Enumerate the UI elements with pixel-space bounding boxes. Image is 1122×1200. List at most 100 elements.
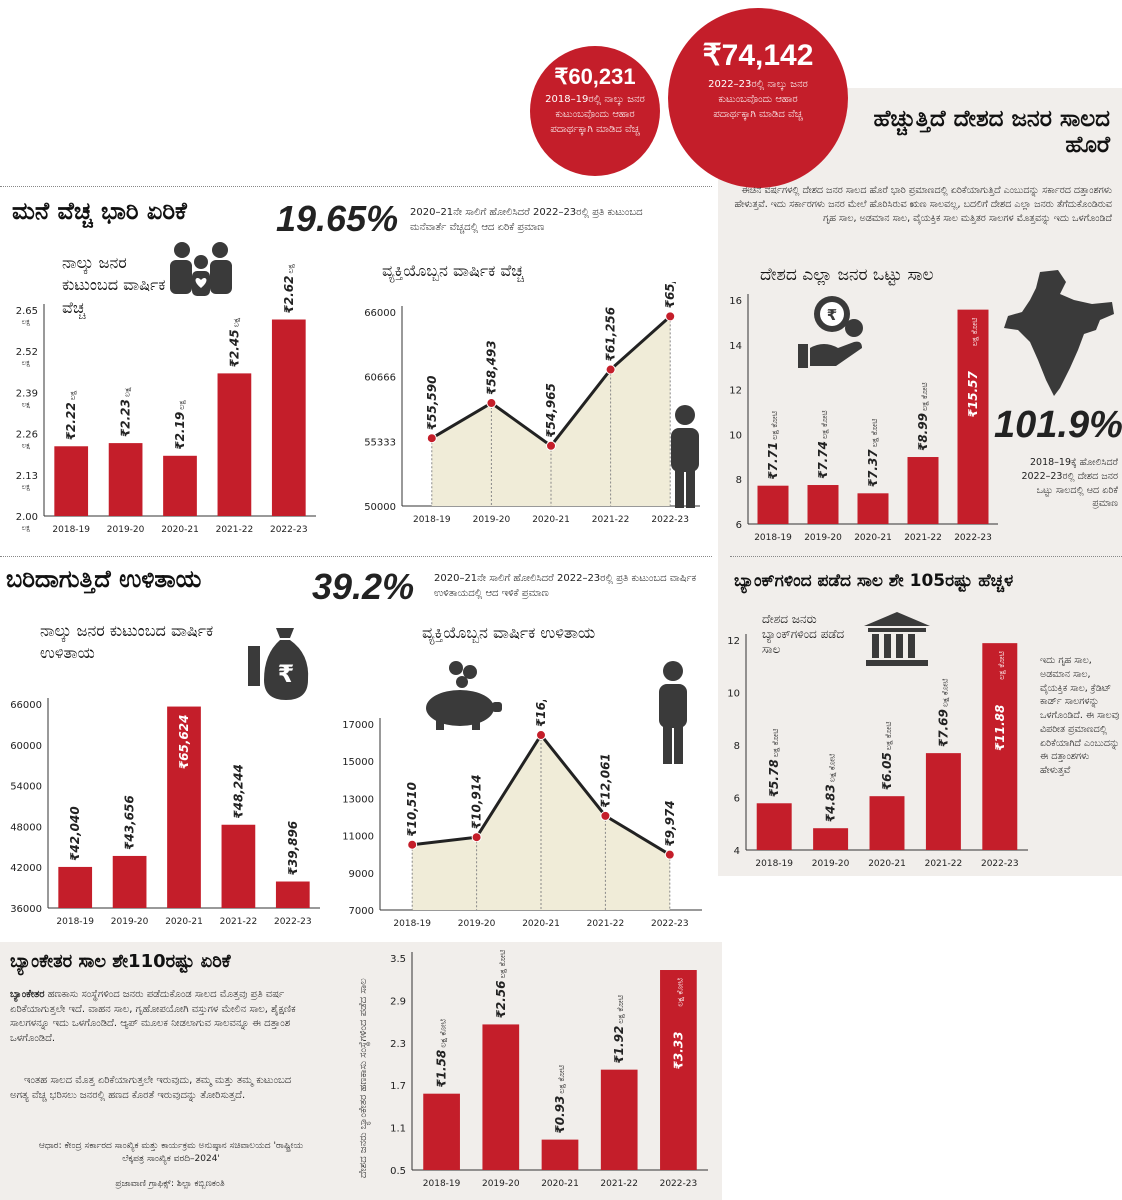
bank-building-icon [864, 612, 930, 666]
money-bag-icon: ₹ [248, 628, 309, 700]
bar [275, 881, 310, 908]
y-tick-label: 17000 [342, 720, 374, 731]
bar [756, 803, 792, 850]
data-label: ₹7.69 [936, 709, 950, 747]
data-point [605, 364, 616, 375]
y-tick-label: 2.26 [16, 430, 38, 441]
nonbank-source: ಆಧಾರ: ಕೇಂದ್ರ ಸರ್ಕಾರದ ಸಾಂಖ್ಯಿಕ ಮತ್ತು ಕಾರ್… [38, 1141, 304, 1165]
y-tick-label: 7000 [349, 906, 374, 917]
data-label: ₹10,510 [405, 782, 419, 837]
x-tick-label: 2022-23 [954, 533, 992, 543]
nonbank-p1: ಹಣಕಾಸು ಸಂಸ್ಥೆಗಳಿಂದ ಜನರು ಪಡೆದುಕೊಂಡ ಸಾಲದ ಮ… [10, 989, 296, 1044]
x-tick-label: 2020-21 [868, 859, 906, 869]
bar [957, 309, 989, 524]
bar [112, 855, 147, 908]
circle-value: ₹60,231 [554, 64, 636, 89]
y-tick-label: 2.13 [16, 471, 38, 482]
data-label: ₹2.22 [64, 402, 78, 440]
x-tick-label: 2021-22 [587, 919, 625, 929]
y-tick-label: 50000 [364, 502, 396, 513]
data-label: ₹2.56 [494, 980, 508, 1018]
y-tick-label: 14 [729, 341, 742, 352]
bar [163, 455, 197, 516]
data-label: ₹10,914 [470, 775, 484, 830]
data-label-unit: ಲಕ್ಷ [68, 390, 78, 400]
data-point [486, 398, 497, 409]
data-label: ₹16,406 [534, 700, 548, 727]
data-point [664, 849, 675, 860]
data-label: ₹39,896 [286, 821, 300, 876]
data-label: ₹2.23 [119, 399, 133, 437]
bar [217, 373, 252, 516]
x-tick-label: 2022-23 [981, 859, 1019, 869]
separator [730, 556, 1122, 557]
bar [108, 443, 143, 516]
bar [58, 866, 93, 908]
person-savings-title: ವ್ಯಕ್ತಿಯೊಬ್ಬನ ವಾರ್ಷಿಕ ಉಳಿತಾಯ [422, 623, 596, 642]
bar [813, 828, 849, 850]
nonbank-body: ಬ್ಯಾಂಕೇತರ ಹಣಕಾಸು ಸಂಸ್ಥೆಗಳಿಂದ ಜನರು ಪಡೆದುಕ… [10, 988, 310, 1046]
data-point [600, 810, 611, 821]
data-label-unit: ಲಕ್ಷ ಕೋಟಿ [920, 382, 930, 411]
y-tick-label: 12 [729, 386, 742, 397]
data-label: ₹6.05 [880, 752, 894, 790]
data-label: ₹4.83 [824, 784, 838, 822]
data-label: ₹43,656 [123, 795, 137, 850]
y-tick-label: 42000 [10, 863, 42, 874]
savings-pct: 39.2% [312, 566, 415, 607]
savings-title: ಬರಿದಾಗುತ್ತಿದೆ ಉಳಿತಾಯ [6, 565, 202, 593]
y-tick-unit: ಲಕ್ಷ [22, 318, 31, 326]
y-tick-label: 2.39 [16, 388, 38, 399]
x-tick-label: 2022-23 [274, 917, 312, 927]
bar [869, 796, 905, 850]
bar [982, 643, 1018, 850]
y-axis-label: ದೇಶದ ಜನರು ಬ್ಯಾಂಕೇತರ ಹಣಕಾಸು ಸಂಸ್ಥೆಗಳಿಂದ ಪ… [358, 978, 370, 1178]
bank-debt-chart: 4 6 8 10 12 2018-19 2019-20 2020-21 2021-22 2022-… [727, 634, 1028, 869]
y-tick-label: 0.5 [390, 1166, 406, 1177]
bar [482, 1024, 520, 1170]
data-label: ₹7.37 [866, 449, 880, 488]
x-tick-label: 2019-20 [107, 525, 145, 535]
data-label-unit: ಲಕ್ಷ ಕೋಟಿ [884, 722, 894, 751]
y-tick-label: 12 [727, 636, 740, 647]
data-label-unit: ಲಕ್ಷ [286, 263, 296, 273]
data-point [426, 433, 437, 444]
bar [857, 493, 889, 524]
data-label-unit: ಲಕ್ಷ ಕೋಟಿ [970, 318, 980, 347]
bar [757, 485, 789, 524]
data-label-unit: ಲಕ್ಷ ಕೋಟಿ [820, 410, 830, 439]
y-tick-unit: ಲಕ್ಷ [22, 400, 31, 408]
circle-value: ₹74,142 [702, 39, 814, 72]
y-tick-label: 6 [734, 794, 740, 805]
nonbank-p2: ಇಂತಹ ಸಾಲದ ಮೊತ್ತ ಏರಿಕೆಯಾಗುತ್ತಲೇ ಇರುವುದು, … [10, 1075, 292, 1101]
hand-coins-icon: ₹ [798, 296, 863, 368]
x-tick-label: 2018-19 [423, 1179, 461, 1189]
circle-text: 2018–19ರಲ್ಲಿ ನಾಲ್ಕು ಜನರ ಕುಟುಂಬವೊಂದು ಆಹಾರ… [545, 94, 645, 135]
x-tick-label: 2018-19 [755, 859, 793, 869]
data-label: ₹65,638 [663, 282, 677, 308]
bar [660, 970, 697, 1170]
y-tick-label: 11000 [342, 832, 374, 843]
x-tick-label: 2019-20 [111, 917, 149, 927]
x-tick-label: 2022-23 [651, 919, 689, 929]
data-label-unit: ಲಕ್ಷ ಕೋಟಿ [770, 411, 780, 440]
y-tick-label: 36000 [10, 904, 42, 915]
data-label-unit: ಲಕ್ಷ ಕೋಟಿ [675, 978, 685, 1007]
data-label: ₹7.71 [766, 442, 780, 480]
y-tick-label: 2.52 [16, 347, 38, 358]
data-label: ₹7.74 [816, 441, 830, 479]
y-tick-label: 2.00 [16, 512, 38, 523]
y-tick-label: 2.65 [16, 306, 38, 317]
y-tick-label: 60666 [364, 373, 396, 384]
data-point [407, 839, 418, 850]
family-expense-chart: 2.00ಲಕ್ಷ2.13ಲಕ್ಷ2.26ಲಕ್ಷ2.39ಲಕ್ಷ2.52ಲಕ್ಷ… [16, 263, 316, 535]
x-tick-label: 2018-19 [52, 525, 90, 535]
y-tick-label: 10 [727, 689, 740, 700]
x-tick-label: 2020-21 [165, 917, 203, 927]
x-tick-label: 2020-21 [522, 919, 560, 929]
data-point [471, 832, 482, 843]
data-label-unit: ಲಕ್ಷ [231, 317, 241, 327]
bar [423, 1093, 460, 1170]
x-tick-label: 2021-22 [925, 859, 963, 869]
data-label: ₹9,974 [663, 800, 677, 846]
